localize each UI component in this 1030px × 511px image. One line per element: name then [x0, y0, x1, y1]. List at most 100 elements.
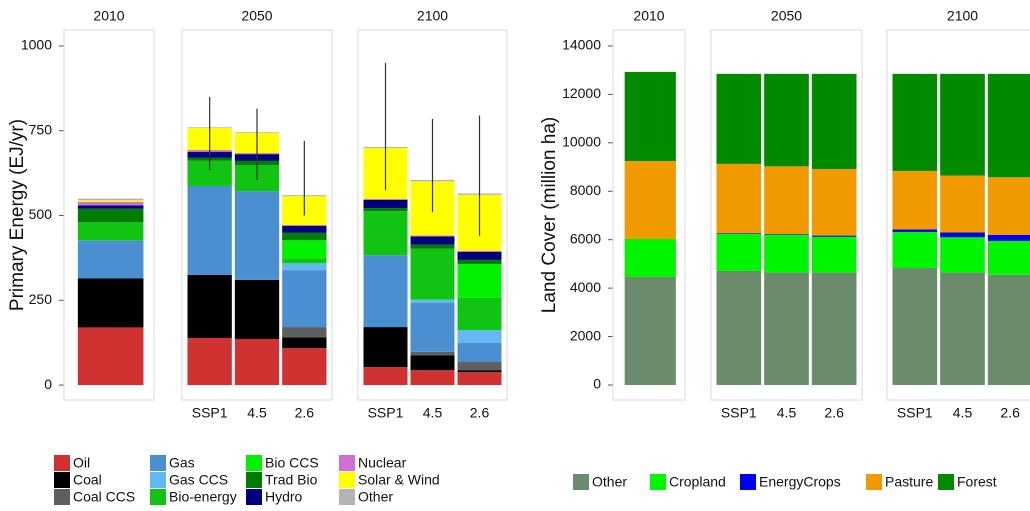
x-tick-label: 2.6	[295, 405, 315, 421]
bar-segment	[410, 236, 455, 245]
legend-label: Pasture	[885, 474, 933, 490]
legend-label: Gas	[169, 455, 195, 471]
legend-label: Nuclear	[358, 455, 407, 471]
bar-segment	[892, 268, 938, 385]
x-tick-label: 4.5	[247, 405, 267, 421]
bar-segment	[363, 198, 408, 200]
legend-swatch	[650, 474, 666, 490]
y-tick-label: 14000	[562, 37, 601, 53]
x-tick-label: 2.6	[470, 405, 490, 421]
bar-segment	[892, 231, 938, 269]
legend-label: Bio CCS	[265, 455, 319, 471]
legend-swatch	[246, 455, 262, 471]
x-tick-label: 4.5	[423, 405, 443, 421]
bar-segment	[363, 327, 408, 368]
bar-segment	[282, 270, 327, 328]
bar-segment	[764, 166, 809, 235]
bar-segment	[716, 73, 762, 164]
x-tick-label: SSP1	[192, 405, 228, 421]
bar-segment	[457, 264, 502, 298]
bar-segment	[77, 208, 144, 223]
legend-swatch	[339, 455, 355, 471]
bar-segment	[940, 73, 985, 176]
legend-label: Cropland	[669, 474, 726, 490]
legend-swatch	[54, 455, 70, 471]
bar-segment	[457, 372, 502, 386]
legend-label: Other	[592, 474, 627, 490]
facet-label: 2010	[633, 8, 664, 24]
legend-label: EnergyCrops	[759, 474, 841, 490]
y-tick-label: 1000	[21, 37, 52, 53]
legend-swatch	[740, 474, 756, 490]
y-tick-label: 10000	[562, 134, 601, 150]
bar-segment	[764, 73, 809, 167]
y-axis-label: Land Cover (million ha)	[539, 117, 560, 313]
y-axis-label: Primary Energy (EJ/yr)	[7, 119, 28, 311]
bar-segment	[811, 168, 857, 236]
bar-segment	[187, 186, 232, 275]
bar-segment	[811, 235, 857, 237]
bar-segment	[940, 232, 985, 238]
bar-segment	[410, 351, 455, 356]
bar-segment	[764, 272, 809, 385]
bar-segment	[77, 327, 144, 386]
bar-segment	[234, 338, 280, 386]
bar-segment	[457, 362, 502, 371]
bar-segment	[282, 263, 327, 271]
facet-label: 2100	[417, 8, 448, 24]
y-tick-label: 4000	[570, 279, 601, 295]
bar-segment	[811, 236, 857, 273]
bar-segment	[716, 270, 762, 385]
bar-segment	[457, 251, 502, 260]
y-tick-label: 2000	[570, 327, 601, 343]
y-tick-label: 250	[29, 291, 53, 307]
x-tick-label: SSP1	[721, 405, 757, 421]
legend-swatch	[150, 455, 166, 471]
legend-swatch	[54, 489, 70, 505]
bar-segment	[624, 161, 676, 239]
facet-label: 2050	[771, 8, 802, 24]
bar-segment	[457, 250, 502, 252]
legend-swatch	[246, 489, 262, 505]
bar-segment	[716, 233, 762, 234]
legend-label: Coal	[73, 472, 102, 488]
bar-segment	[410, 244, 455, 249]
bar-segment	[457, 370, 502, 373]
bar-segment	[457, 330, 502, 344]
bar-segment	[77, 205, 144, 209]
y-tick-label: 500	[29, 206, 53, 222]
legend-label: Gas CCS	[169, 472, 228, 488]
legend-swatch	[246, 472, 262, 488]
bar-segment	[457, 259, 502, 265]
bar-segment	[940, 272, 985, 385]
bar-segment	[811, 272, 857, 385]
bar-segment	[282, 232, 327, 241]
legend-label: Coal CCS	[73, 489, 135, 505]
bar-segment	[363, 255, 408, 328]
bar-segment	[624, 276, 676, 385]
bar-segment	[410, 248, 455, 300]
bar-segment	[282, 327, 327, 338]
bar-segment	[987, 240, 1030, 275]
bar-segment	[892, 229, 938, 232]
bar-segment	[410, 302, 455, 352]
x-tick-label: 2.6	[824, 405, 844, 421]
bar-segment	[987, 177, 1030, 235]
bar-segment	[811, 73, 857, 169]
bar-segment	[363, 211, 408, 256]
facet-label: 2100	[947, 8, 978, 24]
bar-segment	[987, 73, 1030, 178]
x-tick-label: 2.6	[1000, 405, 1020, 421]
y-tick-label: 0	[593, 376, 601, 392]
x-tick-label: 4.5	[953, 405, 973, 421]
bar-segment	[410, 299, 455, 303]
y-tick-label: 0	[44, 376, 52, 392]
bar-segment	[764, 234, 809, 273]
y-tick-label: 750	[29, 121, 53, 137]
bar-segment	[77, 201, 144, 206]
x-tick-label: SSP1	[897, 405, 933, 421]
legend-swatch	[573, 474, 589, 490]
x-tick-label: 4.5	[777, 405, 797, 421]
bar-segment	[940, 175, 985, 233]
